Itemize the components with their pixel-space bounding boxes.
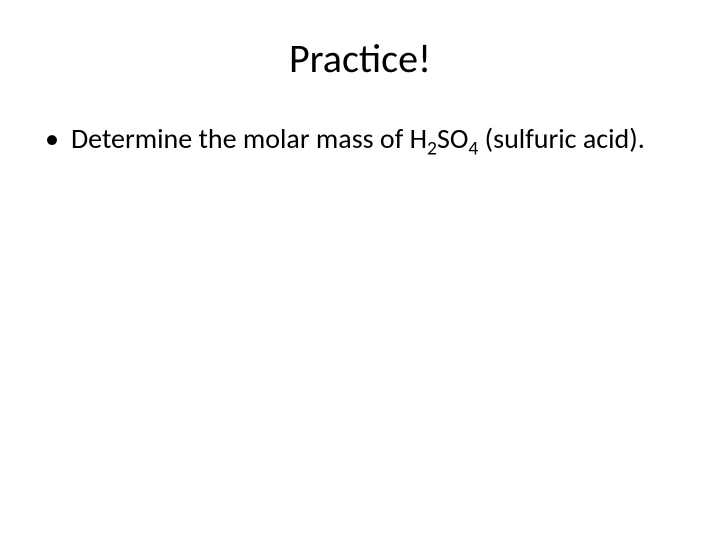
bullet-text: Determine the molar mass of H2SO4 (sulfu… xyxy=(71,121,655,156)
bullet-item: • Determine the molar mass of H2SO4 (sul… xyxy=(45,121,655,156)
subscript-2: 4 xyxy=(468,137,478,161)
slide-container: Practice! • Determine the molar mass of … xyxy=(0,0,720,540)
slide-title: Practice! xyxy=(35,34,685,83)
slide-content: • Determine the molar mass of H2SO4 (sul… xyxy=(35,121,685,156)
text-suffix: (sulfuric acid). xyxy=(478,121,644,156)
subscript-1: 2 xyxy=(427,137,437,161)
bullet-marker: • xyxy=(45,121,59,156)
text-prefix: Determine the molar mass of H xyxy=(71,121,427,156)
text-mid: SO xyxy=(437,121,468,156)
